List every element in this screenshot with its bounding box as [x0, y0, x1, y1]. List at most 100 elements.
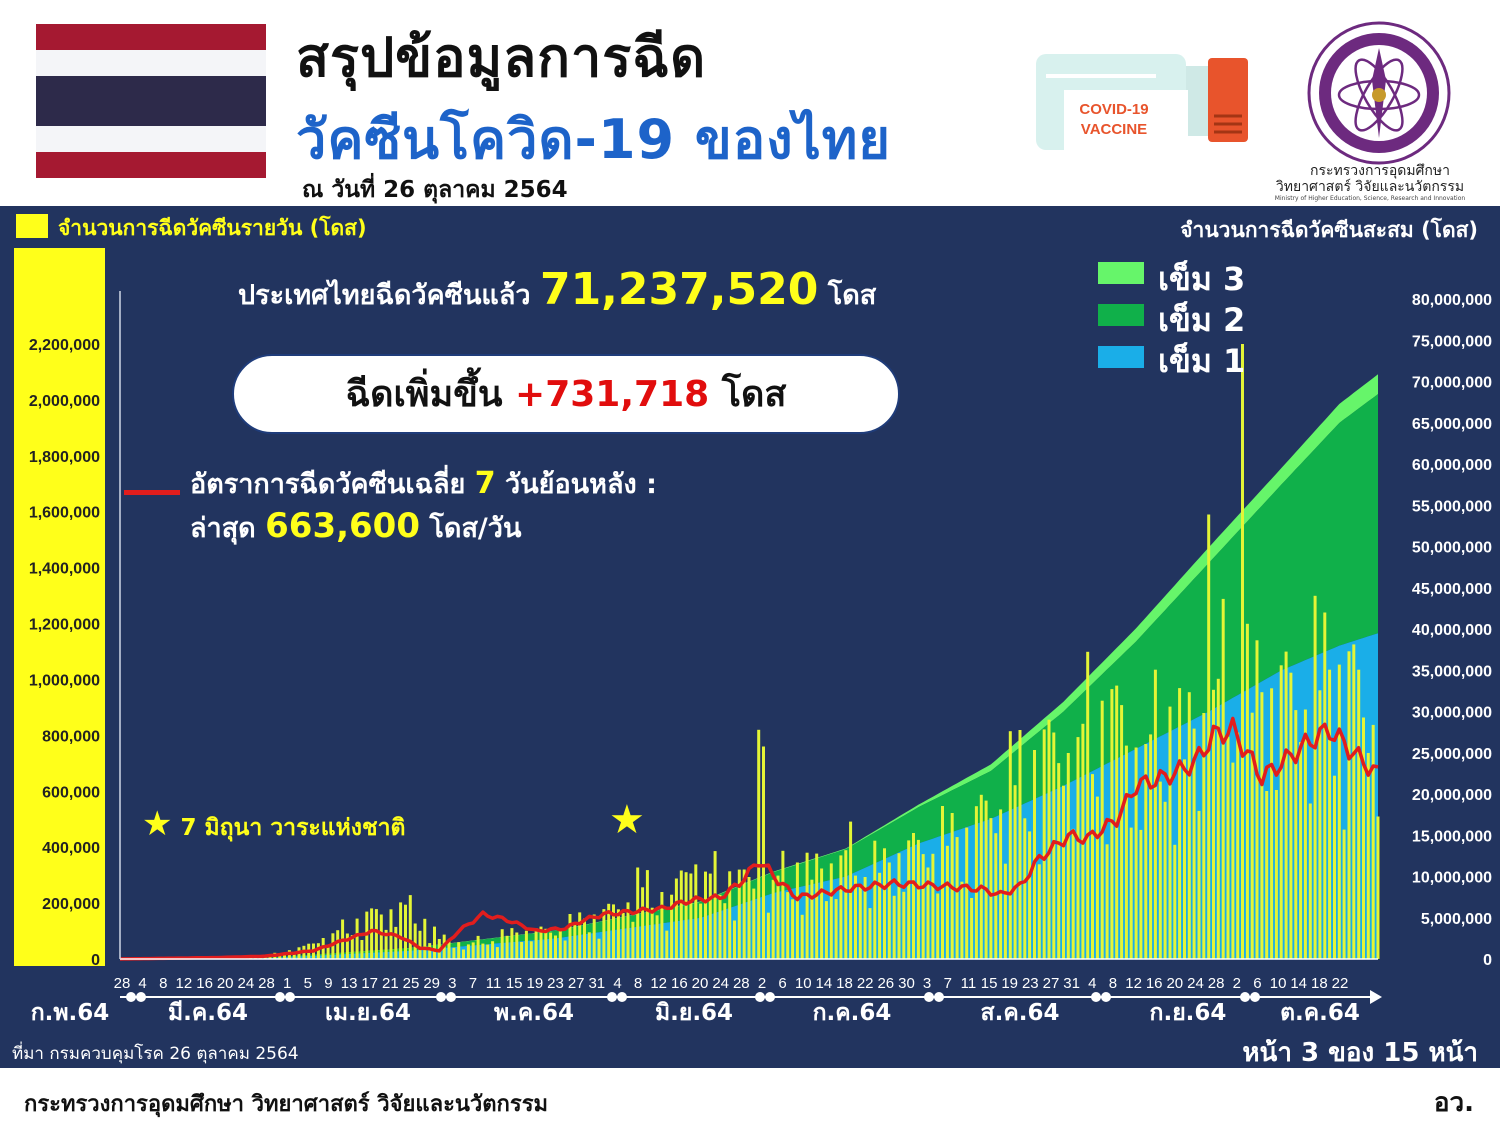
- daily-bar: [1095, 796, 1099, 959]
- daily-bar: [873, 840, 877, 959]
- daily-bar: [1124, 745, 1128, 959]
- legend-dose2-swatch: [1098, 304, 1144, 326]
- right-tick-label: 30,000,000: [1412, 705, 1492, 722]
- star-marker-icon: ★: [609, 797, 645, 843]
- daily-bar: [1212, 689, 1215, 959]
- daily-bar: [1028, 831, 1032, 959]
- month-separator-dot: [765, 992, 775, 1002]
- daily-bar: [1105, 844, 1109, 959]
- daily-bar: [878, 872, 882, 959]
- daily-bar: [1207, 514, 1211, 959]
- daily-bar: [1202, 713, 1206, 959]
- daily-bar: [824, 901, 828, 959]
- daily-bar: [384, 929, 388, 959]
- daily-bar: [1299, 742, 1303, 959]
- x-day-label: 11: [486, 975, 502, 992]
- daily-bar: [447, 939, 451, 959]
- legend-daily-swatch: [16, 214, 48, 238]
- daily-bar: [466, 944, 470, 959]
- daily-bar: [1008, 731, 1012, 959]
- right-tick-label: 0: [1483, 952, 1492, 969]
- source-note: ที่มา กรมควบคุมโรค 26 ตุลาคม 2564: [12, 1044, 299, 1064]
- x-day-label: 10: [795, 975, 812, 992]
- daily-bar: [1337, 664, 1341, 959]
- daily-bar: [568, 914, 572, 959]
- daily-bar: [1183, 759, 1186, 959]
- daily-bar: [752, 888, 756, 959]
- x-day-label: 4: [138, 975, 146, 992]
- daily-bar: [665, 930, 669, 959]
- daily-bar: [1236, 732, 1240, 959]
- daily-bar: [1270, 688, 1274, 959]
- x-day-label: 16: [1146, 975, 1163, 992]
- daily-bar: [1066, 753, 1070, 959]
- right-tick-label: 75,000,000: [1412, 334, 1492, 351]
- month-separator-dot: [275, 992, 285, 1002]
- daily-bar: [854, 875, 857, 959]
- x-day-label: 1: [283, 975, 291, 992]
- daily-bar: [462, 949, 465, 959]
- x-day-label: 20: [217, 975, 234, 992]
- daily-bar: [834, 899, 838, 959]
- daily-bar: [1173, 844, 1177, 959]
- daily-bar: [1037, 864, 1041, 959]
- daily-bar: [747, 877, 751, 959]
- daily-bar: [897, 853, 901, 959]
- daily-bar: [718, 894, 722, 959]
- left-tick-label: 2,000,000: [29, 393, 100, 410]
- daily-bar: [374, 909, 378, 959]
- x-day-label: 24: [1187, 975, 1204, 992]
- left-tick-label: 2,200,000: [29, 337, 100, 354]
- daily-bar: [1110, 689, 1114, 959]
- x-month-label: มิ.ย.64: [655, 1000, 733, 1026]
- daily-bar: [1347, 651, 1351, 959]
- x-day-label: 17: [361, 975, 378, 992]
- x-month-label: ก.ค.64: [813, 1000, 892, 1026]
- month-separator-dot: [136, 992, 146, 1002]
- daily-increase-value: +731,718: [515, 374, 710, 415]
- x-day-label: 20: [1166, 975, 1183, 992]
- month-separator-dot: [924, 992, 934, 1002]
- daily-bar: [863, 877, 867, 959]
- daily-bar: [631, 921, 635, 959]
- daily-bar: [1129, 827, 1133, 959]
- daily-bar: [979, 794, 983, 959]
- daily-bar: [1362, 717, 1365, 959]
- x-day-label: 4: [1088, 975, 1096, 992]
- month-separator-dot: [1101, 992, 1111, 1002]
- left-tick-label: 1,600,000: [29, 505, 100, 522]
- daily-bar: [1221, 598, 1225, 959]
- daily-bar: [786, 892, 790, 959]
- daily-bar: [742, 869, 746, 959]
- daily-bar: [912, 833, 915, 959]
- daily-bar: [974, 806, 978, 959]
- daily-bar: [931, 853, 935, 959]
- daily-bar: [495, 947, 499, 959]
- vaccine-vial-icon: [1036, 54, 1248, 150]
- daily-bar: [394, 926, 398, 959]
- x-day-label: 12: [176, 975, 193, 992]
- daily-bar: [616, 909, 620, 959]
- daily-bar: [1168, 706, 1172, 959]
- daily-bar: [1376, 816, 1380, 959]
- daily-bar: [1294, 710, 1298, 959]
- daily-bar: [839, 855, 843, 959]
- x-day-label: 15: [506, 975, 523, 992]
- daily-bar: [1062, 785, 1065, 959]
- x-day-label: 16: [671, 975, 688, 992]
- daily-bar: [1352, 644, 1356, 959]
- daily-bar: [844, 850, 848, 959]
- x-day-label: 11: [961, 975, 977, 992]
- daily-bar: [713, 851, 717, 959]
- daily-bar: [1289, 672, 1293, 959]
- daily-bar: [520, 941, 524, 959]
- daily-bar: [563, 940, 567, 959]
- x-day-label: 7: [469, 975, 477, 992]
- x-day-label: 30: [898, 975, 915, 992]
- daily-bar: [829, 863, 833, 959]
- left-tick-label: 1,800,000: [29, 449, 100, 466]
- left-axis-band: [14, 248, 105, 966]
- daily-bar: [1149, 734, 1153, 959]
- daily-bar: [1303, 709, 1307, 959]
- month-separator-dot: [934, 992, 944, 1002]
